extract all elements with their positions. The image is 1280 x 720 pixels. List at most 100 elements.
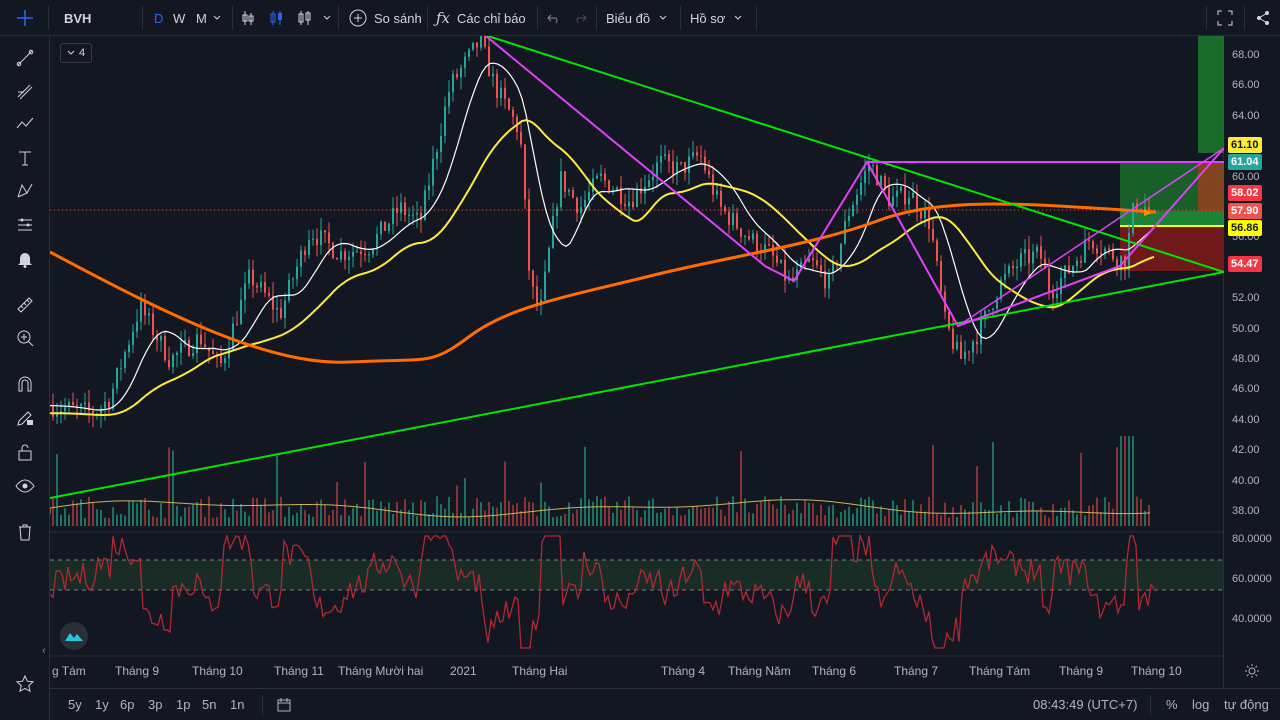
- candle-body: [816, 260, 818, 266]
- xabcd-icon[interactable]: [13, 179, 37, 203]
- interval-dropdown-icon[interactable]: [212, 0, 222, 36]
- price-chart[interactable]: [50, 36, 1224, 688]
- candle-body: [372, 249, 374, 255]
- text-icon[interactable]: [13, 146, 37, 170]
- candle-body: [832, 263, 834, 273]
- share-icon[interactable]: [1254, 0, 1272, 36]
- channel-line: [957, 147, 1224, 327]
- star-icon[interactable]: [13, 672, 37, 696]
- profile-menu[interactable]: Hồ sơ: [690, 0, 743, 36]
- range-1n[interactable]: 1n: [230, 697, 245, 712]
- candle-body: [368, 254, 370, 256]
- price-axis-label: 50.00: [1232, 322, 1260, 335]
- volume-bar: [256, 498, 258, 526]
- range-3p[interactable]: 3p: [148, 697, 163, 712]
- volume-bar: [280, 496, 282, 526]
- volume-bar: [748, 512, 750, 526]
- candle-body: [500, 87, 502, 98]
- indicators-button[interactable]: ƒx Các chỉ báo: [436, 0, 526, 36]
- volume-bar: [556, 516, 558, 526]
- candle-body: [756, 233, 758, 252]
- volume-bar: [1044, 515, 1046, 526]
- volume-bar: [228, 517, 230, 526]
- volume-bar: [804, 499, 806, 526]
- interval-daily[interactable]: D: [154, 10, 164, 26]
- candle-body: [412, 214, 414, 216]
- volume-bar: [356, 503, 358, 526]
- range-1y[interactable]: 1y: [95, 697, 109, 712]
- candle-body: [696, 152, 698, 156]
- trendline-icon[interactable]: [13, 46, 37, 70]
- volume-bar: [320, 499, 322, 526]
- log-toggle[interactable]: log: [1192, 697, 1210, 712]
- ruler-icon[interactable]: [13, 293, 37, 317]
- candle-body: [164, 336, 166, 361]
- volume-bar: [948, 517, 950, 526]
- volume-bar: [164, 517, 166, 526]
- unlock-icon[interactable]: [13, 440, 37, 464]
- legend-toggle[interactable]: 4: [60, 43, 92, 63]
- interval-weekly[interactable]: W: [173, 10, 186, 26]
- collapse-arrow-icon[interactable]: ‹: [42, 645, 46, 657]
- candle-body: [288, 279, 290, 301]
- range-1p[interactable]: 1p: [176, 697, 191, 712]
- volume-bar: [284, 516, 286, 526]
- candle-body: [780, 259, 782, 263]
- redo-icon[interactable]: [572, 0, 588, 36]
- rsi-axis-label: 40.0000: [1232, 613, 1272, 625]
- chart-menu[interactable]: Biểu đồ: [606, 0, 668, 36]
- interval-monthly[interactable]: M: [196, 10, 207, 26]
- measure-icon[interactable]: [13, 213, 37, 237]
- volume-bar: [736, 512, 738, 526]
- undo-icon[interactable]: [546, 0, 562, 36]
- candle-body: [840, 243, 842, 264]
- volume-bar: [488, 501, 490, 526]
- goto-date-icon[interactable]: [276, 689, 292, 720]
- volume-bar: [868, 496, 870, 526]
- percent-toggle[interactable]: %: [1166, 697, 1178, 712]
- candle-body: [1084, 239, 1086, 263]
- magnet-icon[interactable]: [13, 372, 37, 396]
- chart-type-dropdown-icon[interactable]: [322, 0, 332, 36]
- candle-body: [584, 200, 586, 208]
- auto-toggle[interactable]: tự động: [1224, 697, 1269, 712]
- volume-bar: [580, 498, 582, 526]
- volume-bar: [672, 515, 674, 526]
- bar-style-icon[interactable]: [240, 0, 258, 36]
- candle-body: [776, 255, 778, 263]
- eye-icon[interactable]: [13, 474, 37, 498]
- range-6p[interactable]: 6p: [120, 697, 135, 712]
- range-5n[interactable]: 5n: [202, 697, 217, 712]
- pattern-icon[interactable]: [13, 112, 37, 136]
- alert-icon[interactable]: [13, 247, 37, 271]
- volume-bar: [268, 512, 270, 526]
- candle-body: [1064, 265, 1066, 279]
- bar-style-2-icon[interactable]: [296, 0, 314, 36]
- range-5y[interactable]: 5y: [68, 697, 82, 712]
- fullscreen-icon[interactable]: [1216, 0, 1234, 36]
- candle-body: [1060, 278, 1062, 295]
- settings-gear-icon[interactable]: [1244, 663, 1260, 679]
- volume-bar: [684, 514, 686, 526]
- volume-bar: [1056, 515, 1058, 526]
- candle-body: [436, 151, 438, 159]
- fib-icon[interactable]: [13, 80, 37, 104]
- symbol-label[interactable]: BVH: [64, 10, 92, 26]
- volume-bar: [588, 499, 590, 526]
- separator: [232, 6, 233, 30]
- trash-icon[interactable]: [13, 520, 37, 544]
- crosshair-icon[interactable]: [8, 0, 42, 36]
- volume-bar: [992, 442, 994, 526]
- volume-bar: [932, 445, 934, 526]
- lock-draw-icon[interactable]: [13, 406, 37, 430]
- zoom-icon[interactable]: [13, 326, 37, 350]
- clock[interactable]: 08:43:49 (UTC+7): [1033, 697, 1138, 712]
- candle-style-icon[interactable]: [268, 0, 286, 36]
- compare-button[interactable]: So sánh: [348, 0, 422, 36]
- candle-body: [384, 221, 386, 231]
- price-axis-label: 68.00: [1232, 49, 1260, 61]
- candle-body: [212, 351, 214, 355]
- candle-body: [604, 173, 606, 181]
- volume-bar: [756, 503, 758, 526]
- candle-body: [168, 360, 170, 368]
